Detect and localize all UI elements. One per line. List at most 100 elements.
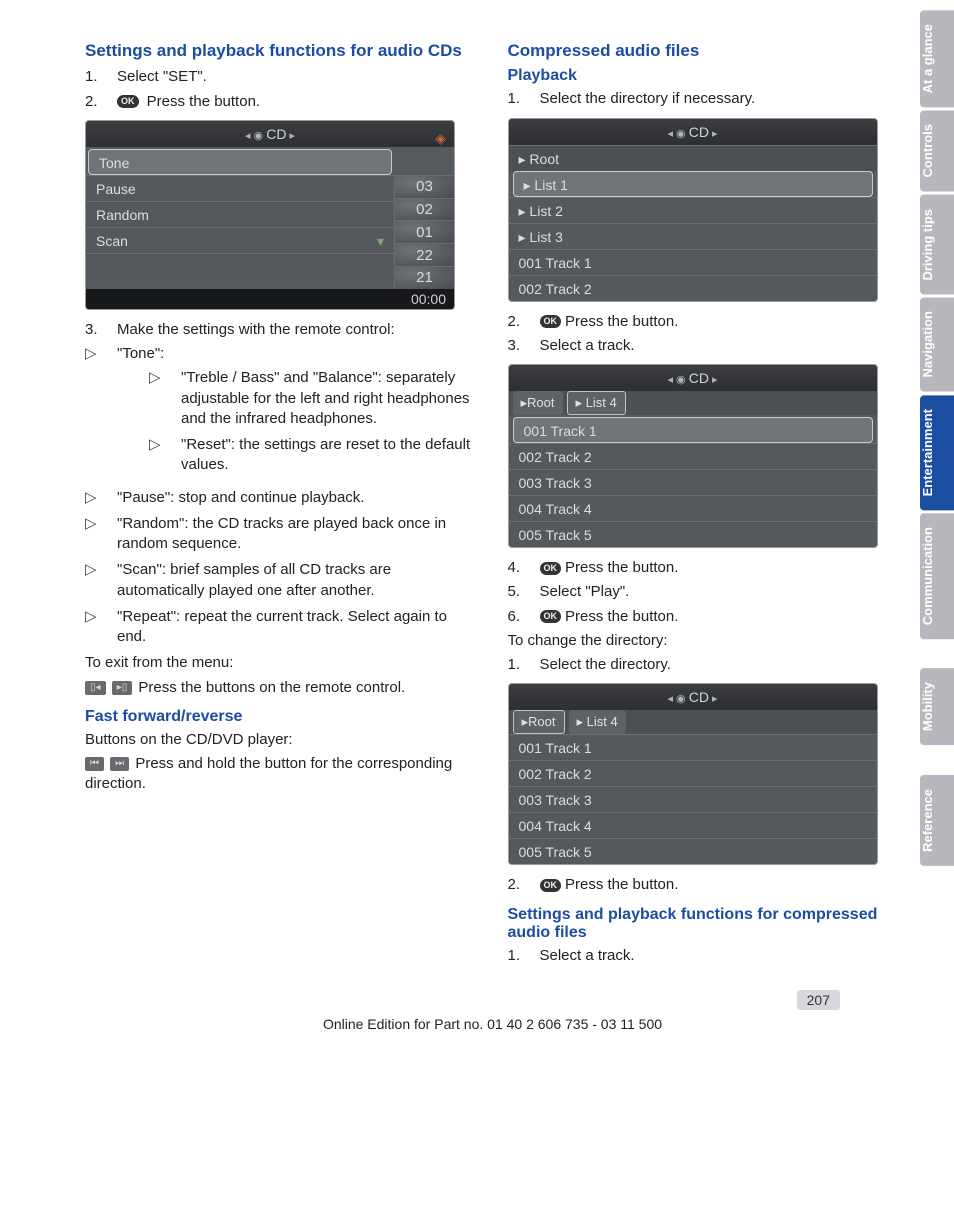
list1-row: ▸ List 1 [513,171,873,197]
step-text: Select "SET". [117,67,207,87]
list3-row: ▸ List 3 [509,223,877,249]
tab-communication[interactable]: Communication [920,513,954,639]
footer-text: Online Edition for Part no. 01 40 2 606 … [85,1016,900,1032]
time-display: 00:00 [86,289,454,309]
step-text: Make the settings with the remote contro… [117,320,395,340]
triangle-bullet: ▷ [85,344,117,482]
track-row: 003 Track 3 [509,786,877,812]
cd-dir-screen: ◂ ◉ CD ▸ ▸Root ▸ List 4 001 Track 1 002 … [508,683,878,865]
cd-tracks-screen: ◂ ◉ CD ▸ ▸Root ▸ List 4 001 Track 1 002 … [508,364,878,548]
triangle-bullet: ▷ [85,488,117,508]
track-row: 002 Track 2 [509,275,877,301]
step-text: Select a track. [540,946,635,966]
screen-title: ◂ ◉ CD ▸ ◈ [86,121,454,147]
triangle-bullet: ▷ [149,435,181,476]
step-text: Select the directory. [540,655,671,675]
skip-back-icon: ▯◂ [85,681,106,695]
pause-row: Pause [86,175,394,201]
tab-controls[interactable]: Controls [920,110,954,191]
list-text: "Repeat": repeat the current track. Sele… [117,607,478,648]
root-row: ▸ Root [509,145,877,171]
tab-mobility[interactable]: Mobility [920,668,954,745]
settings-compressed-heading: Settings and playback functions for comp… [508,906,901,942]
triangle-bullet: ▷ [85,560,117,601]
ff-heading: Fast forward/reverse [85,708,478,726]
breadcrumb: ▸Root ▸ List 4 [509,391,877,415]
tab-reference[interactable]: Reference [920,775,954,866]
playback-heading: Playback [508,67,901,85]
screen-title: ◂ ◉ CD ▸ [509,684,877,710]
skip-fwd-icon: ▸▯ [112,681,133,695]
crumb-root: ▸Root [513,710,565,734]
right-column: Compressed audio files Playback 1.Select… [508,40,901,970]
tab-entertainment[interactable]: Entertainment [920,395,954,510]
scan-row: Scan▾ [86,227,394,253]
list-number: 1. [508,89,540,109]
track-row: 002 Track 2 [509,443,877,469]
track-row: 004 Track 4 [509,495,877,521]
list-number: 2. [508,312,540,332]
crumb-list4: ▸ List 4 [567,391,626,415]
track-row: 001 Track 1 [513,417,873,443]
forward-icon: ⏭ [110,757,129,771]
list-number: 2. [508,875,540,895]
triangle-bullet: ▷ [85,607,117,648]
track-number-column: 03 02 01 22 21 [394,175,454,289]
random-row: Random [86,201,394,227]
list-number: 3. [508,336,540,356]
crumb-list4: ▸ List 4 [569,710,626,734]
left-column: Settings and playback functions for audi… [85,40,478,970]
list-number: 4. [508,558,540,578]
ff-line1: Buttons on the CD/DVD player: [85,730,478,750]
ok-icon: OK [540,315,562,328]
track-row: 001 Track 1 [509,734,877,760]
list-text: "Scan": brief samples of all CD tracks a… [117,560,478,601]
list-number: 5. [508,582,540,602]
list-number: 2. [85,92,117,112]
triangle-bullet: ▷ [85,514,117,555]
exit-label: To exit from the menu: [85,653,478,673]
tone-label: "Tone": [117,345,164,362]
list-number: 6. [508,607,540,627]
change-dir-label: To change the directory: [508,631,901,651]
list-text: "Reset": the settings are reset to the d… [181,435,478,476]
tab-navigation[interactable]: Navigation [920,297,954,391]
track-row: 001 Track 1 [509,249,877,275]
step-text: Select the directory if necessary. [540,89,756,109]
tab-driving-tips[interactable]: Driving tips [920,195,954,295]
side-tabs: At a glance Controls Driving tips Naviga… [920,0,954,1215]
list-number: 1. [85,67,117,87]
tab-at-a-glance[interactable]: At a glance [920,10,954,107]
list-number: 1. [508,655,540,675]
cd-tone-screen: ◂ ◉ CD ▸ ◈ Tone Pause Random Scan▾ 03 02… [85,120,455,310]
page-number-wrap: 207 [85,990,900,1010]
list-text: "Random": the CD tracks are played back … [117,514,478,555]
empty-row [86,253,394,279]
ok-icon: OK [540,562,562,575]
ff-line2: ⏮ ⏭ Press and hold the button for the co… [85,754,478,795]
screen-title: ◂ ◉ CD ▸ [509,365,877,391]
track-row: 003 Track 3 [509,469,877,495]
step-text: Select a track. [540,336,635,356]
track-row: 004 Track 4 [509,812,877,838]
ok-icon: OK [540,610,562,623]
right-heading-1: Compressed audio files [508,40,901,61]
exit-action: ▯◂ ▸▯ Press the buttons on the remote co… [85,678,478,698]
left-heading-1: Settings and playback functions for audi… [85,40,478,61]
list-number: 1. [508,946,540,966]
list-text: "Treble / Bass" and "Balance": separatel… [181,368,478,429]
tone-row: Tone [88,149,392,175]
triangle-bullet: ▷ [149,368,181,429]
list-text: "Pause": stop and continue playback. [117,488,364,508]
ok-icon: OK [540,879,562,892]
step-text: OK Press the button. [117,92,260,112]
breadcrumb: ▸Root ▸ List 4 [509,710,877,734]
track-row: 005 Track 5 [509,838,877,864]
list-number: 3. [85,320,117,340]
track-row: 002 Track 2 [509,760,877,786]
rewind-icon: ⏮ [85,757,104,771]
ok-icon: OK [117,95,139,108]
list2-row: ▸ List 2 [509,197,877,223]
cd-root-screen: ◂ ◉ CD ▸ ▸ Root ▸ List 1 ▸ List 2 ▸ List… [508,118,878,302]
screen-title: ◂ ◉ CD ▸ [509,119,877,145]
